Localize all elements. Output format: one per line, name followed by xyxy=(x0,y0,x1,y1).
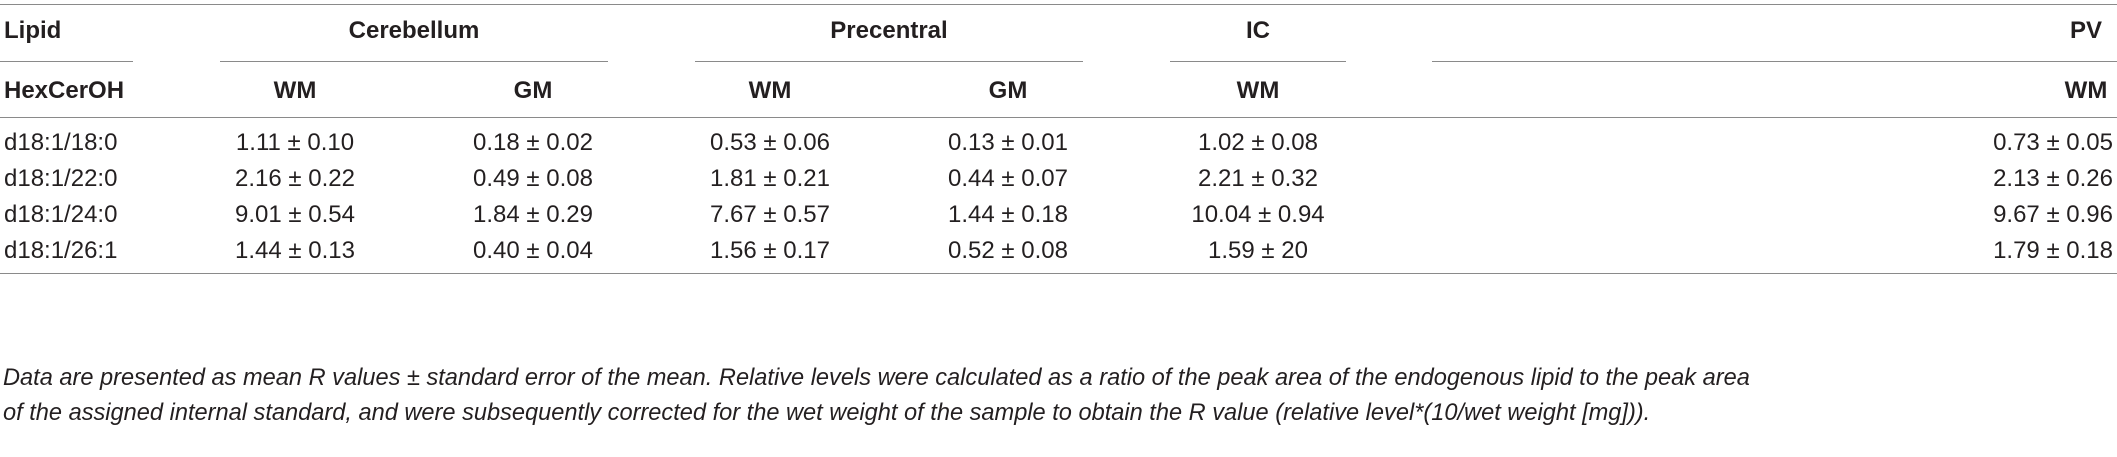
row-3-cerebellum-gm: 1.84 ± 0.29 xyxy=(473,201,593,228)
row-4-pv-wm: 1.79 ± 0.18 xyxy=(1993,237,2113,264)
header-pv-wm: WM xyxy=(2064,77,2108,104)
header-lipid-class: HexCerOH xyxy=(4,77,125,104)
row-2-cerebellum-gm: 0.49 ± 0.08 xyxy=(473,165,593,192)
header-ic-wm: WM xyxy=(1236,77,1280,104)
row-2-pv-wm: 2.13 ± 0.26 xyxy=(1993,165,2113,192)
cerebellum-header-underline xyxy=(220,61,608,62)
row-1-cerebellum-gm: 0.18 ± 0.02 xyxy=(473,129,593,156)
header-region-ic: IC xyxy=(1246,17,1270,44)
lipid-header-underline xyxy=(0,61,133,62)
row-1-precentral-gm: 0.13 ± 0.01 xyxy=(948,129,1068,156)
row-2-precentral-gm: 0.44 ± 0.07 xyxy=(948,165,1068,192)
footnote-line-2: of the assigned internal standard, and w… xyxy=(3,400,1651,426)
precentral-header-underline xyxy=(695,61,1083,62)
row-2-lipid: d18:1/22:0 xyxy=(4,165,118,192)
row-4-lipid: d18:1/26:1 xyxy=(4,237,118,264)
table-top-rule xyxy=(0,4,2117,5)
footnote-line-1: Data are presented as mean R values ± st… xyxy=(3,365,1750,391)
header-region-pv: PV xyxy=(2069,17,2103,44)
row-1-pv-wm: 0.73 ± 0.05 xyxy=(1993,129,2113,156)
row-3-ic-wm: 10.04 ± 0.94 xyxy=(1191,201,1325,228)
row-2-cerebellum-wm: 2.16 ± 0.22 xyxy=(235,165,355,192)
header-cerebellum-gm: GM xyxy=(513,77,553,104)
header-precentral-gm: GM xyxy=(988,77,1028,104)
header-lipid: Lipid xyxy=(4,17,62,44)
subheader-bottom-rule xyxy=(0,117,2117,118)
row-1-ic-wm: 1.02 ± 0.08 xyxy=(1198,129,1318,156)
header-region-precentral: Precentral xyxy=(830,17,948,44)
pv-header-underline xyxy=(1432,61,2117,62)
table-footnote: Data are presented as mean R values ± st… xyxy=(3,361,2113,431)
row-3-cerebellum-wm: 9.01 ± 0.54 xyxy=(235,201,355,228)
header-cerebellum-wm: WM xyxy=(273,77,317,104)
row-1-lipid: d18:1/18:0 xyxy=(4,129,118,156)
row-4-precentral-wm: 1.56 ± 0.17 xyxy=(710,237,830,264)
table-bottom-rule xyxy=(0,273,2117,274)
row-3-lipid: d18:1/24:0 xyxy=(4,201,118,228)
row-4-ic-wm: 1.59 ± 20 xyxy=(1208,237,1308,264)
header-precentral-wm: WM xyxy=(748,77,792,104)
row-3-pv-wm: 9.67 ± 0.96 xyxy=(1993,201,2113,228)
row-1-cerebellum-wm: 1.11 ± 0.10 xyxy=(235,129,355,156)
row-3-precentral-gm: 1.44 ± 0.18 xyxy=(948,201,1068,228)
ic-header-underline xyxy=(1170,61,1346,62)
row-4-cerebellum-gm: 0.40 ± 0.04 xyxy=(473,237,593,264)
row-4-cerebellum-wm: 1.44 ± 0.13 xyxy=(235,237,355,264)
header-region-cerebellum: Cerebellum xyxy=(348,17,480,44)
row-4-precentral-gm: 0.52 ± 0.08 xyxy=(948,237,1068,264)
row-2-ic-wm: 2.21 ± 0.32 xyxy=(1198,165,1318,192)
row-3-precentral-wm: 7.67 ± 0.57 xyxy=(710,201,830,228)
row-2-precentral-wm: 1.81 ± 0.21 xyxy=(710,165,830,192)
row-1-precentral-wm: 0.53 ± 0.06 xyxy=(710,129,830,156)
